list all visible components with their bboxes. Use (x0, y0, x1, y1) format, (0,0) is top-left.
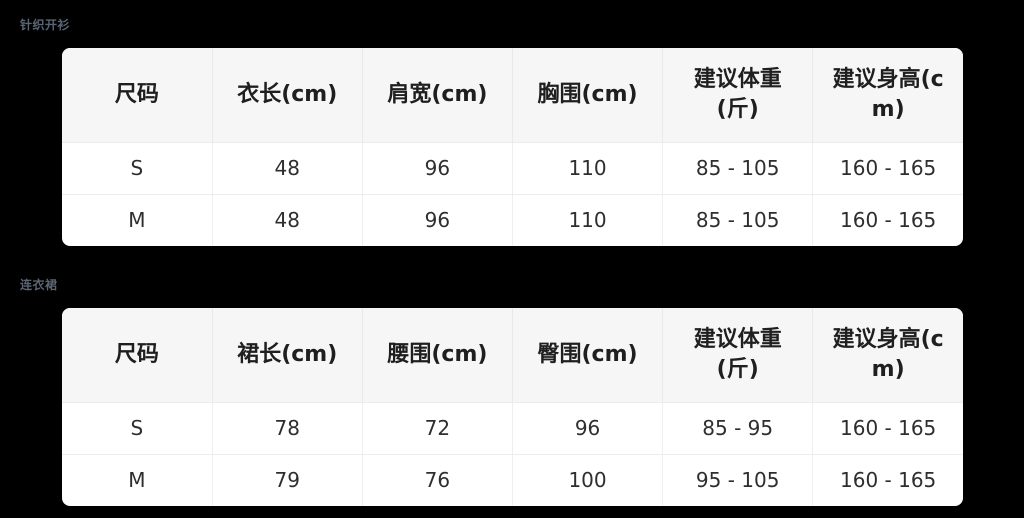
table-cell: 160 - 165 (812, 402, 963, 455)
header-row: 尺码 衣长(cm) 肩宽(cm) 胸围(cm) 建议体重(斤) 建议身高(cm) (62, 48, 963, 143)
table-cell: 76 (362, 454, 513, 506)
column-header-weight: 建议体重(斤) (662, 48, 814, 143)
column-header-size: 尺码 (62, 48, 213, 143)
table-cell: 100 (512, 454, 664, 506)
column-header-skirt-length: 裙长(cm) (212, 308, 363, 403)
table-cell: 160 - 165 (840, 468, 937, 493)
table-row: M 79 76 100 95 - 105 160 - 165 (62, 454, 963, 506)
table-cell: S (62, 142, 213, 195)
table-cell: 96 (362, 194, 513, 246)
column-header-length: 衣长(cm) (212, 48, 363, 143)
size-table: 尺码 裙长(cm) 腰围(cm) 臀围(cm) 建议体重(斤) 建议身高(cm)… (62, 308, 963, 506)
table-row: S 48 96 110 85 - 105 160 - 165 (62, 142, 963, 195)
table-cell: 95 - 105 (662, 454, 814, 506)
table-cell: 160 - 165 (812, 142, 963, 195)
section-title: 针织开衫 (20, 18, 71, 32)
table-cell: 160 - 165 (840, 208, 937, 233)
column-header-hip: 臀围(cm) (512, 308, 664, 403)
section-title: 连衣裙 (20, 278, 58, 292)
size-chart-section-dress: 连衣裙 尺码 裙长(cm) 腰围(cm) 臀围(cm) 建议体重(斤) 建议身高… (0, 276, 1024, 506)
size-table-cardigan: 尺码 衣长(cm) 肩宽(cm) 胸围(cm) 建议体重(斤) 建议身高(cm)… (62, 48, 963, 246)
size-table-dress: 尺码 裙长(cm) 腰围(cm) 臀围(cm) 建议体重(斤) 建议身高(cm)… (62, 308, 963, 506)
column-header-bust: 胸围(cm) (512, 48, 664, 143)
column-header-size: 尺码 (62, 308, 213, 403)
table-cell: 85 - 105 (662, 194, 814, 246)
table-cell: 85 - 95 (662, 402, 814, 455)
table-cell: M (62, 194, 213, 246)
column-header-shoulder: 肩宽(cm) (362, 48, 513, 143)
table-row: S 78 72 96 85 - 95 160 - 165 (62, 402, 963, 455)
table-cell: 48 (212, 194, 363, 246)
table-cell: 48 (212, 142, 363, 195)
column-header-waist: 腰围(cm) (362, 308, 513, 403)
table-cell: 96 (512, 402, 664, 455)
table-cell: 78 (212, 402, 363, 455)
size-table: 尺码 衣长(cm) 肩宽(cm) 胸围(cm) 建议体重(斤) 建议身高(cm)… (62, 48, 963, 246)
column-header-weight: 建议体重(斤) (662, 308, 814, 403)
table-cell: S (62, 402, 213, 455)
column-header-height: 建议身高(cm) (812, 308, 963, 403)
table-cell: 96 (362, 142, 513, 195)
header-row: 尺码 裙长(cm) 腰围(cm) 臀围(cm) 建议体重(斤) 建议身高(cm) (62, 308, 963, 403)
table-cell: 110 (512, 194, 664, 246)
table-row: M 48 96 110 85 - 105 160 - 165 (62, 194, 963, 246)
table-cell: 110 (512, 142, 664, 195)
table-cell: 79 (212, 454, 363, 506)
table-cell: 72 (362, 402, 513, 455)
size-chart-section-cardigan: 针织开衫 尺码 衣长(cm) 肩宽(cm) 胸围(cm) 建议体重(斤) 建议身… (0, 16, 1024, 246)
table-cell: 85 - 105 (662, 142, 814, 195)
column-header-height: 建议身高(cm) (812, 48, 963, 143)
table-cell: M (62, 454, 213, 506)
